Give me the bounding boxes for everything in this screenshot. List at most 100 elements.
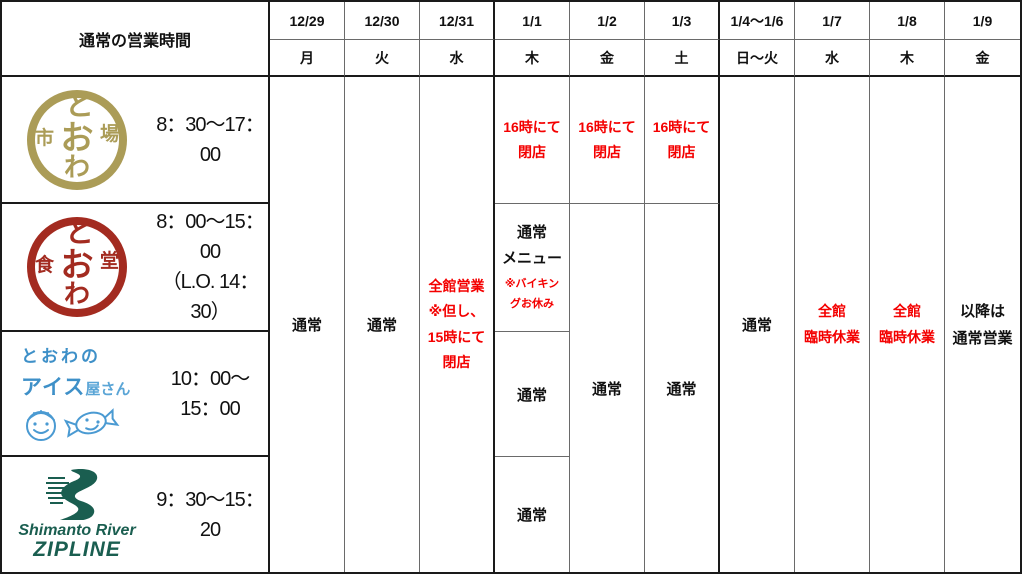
cell-1-9-all: 以降は 通常営業 xyxy=(945,77,1020,572)
buffet-closed-note: ※バイキン グお休み xyxy=(505,275,559,315)
day-cell-12-29: 月 xyxy=(270,40,345,77)
date-label: 1/7 xyxy=(822,12,842,29)
stamp-char: わ xyxy=(63,152,91,182)
date-cell-12-29: 12/29 xyxy=(270,2,345,40)
date-cell-12-31: 12/31 xyxy=(420,2,495,40)
notice-line: 16時にて xyxy=(578,118,636,135)
day-cell-1-9: 金 xyxy=(945,40,1020,77)
venue-cell-shokudo: と 食 お 堂 わ 8：00～15：00 （L.O. 14：30） xyxy=(2,204,270,332)
note-line: グお休み xyxy=(510,298,554,310)
date-label: 1/1 xyxy=(522,12,542,29)
zipline-logo: Shimanto River ZIPLINE xyxy=(2,468,152,562)
day-label: 水 xyxy=(449,49,464,66)
date-cell-1-3: 1/3 xyxy=(645,2,720,40)
header-title-cell: 通常の営業時間 xyxy=(2,2,270,77)
date-label: 1/3 xyxy=(671,12,692,29)
day-cell-1-2: 金 xyxy=(570,40,645,77)
cell-1-7-all: 全館 臨時休業 xyxy=(795,77,870,572)
status-text: 通常 xyxy=(591,380,622,398)
date-cell-1-8: 1/8 xyxy=(870,2,945,40)
day-label: 金 xyxy=(975,49,990,66)
stamp-char: お xyxy=(60,120,94,157)
date-label: 1/4～1/6 xyxy=(730,12,784,29)
cell-1-1-ice: 通常 xyxy=(495,332,570,457)
date-label: 12/31 xyxy=(438,12,475,29)
date-cell-1-2: 1/2 xyxy=(570,2,645,40)
cell-12-29-all: 通常 xyxy=(270,77,345,572)
status-text: 通常 xyxy=(366,317,397,334)
ice-shop-name-line2: アイス屋さん xyxy=(21,371,130,401)
towa-market-stamp-icon: と 市 お 場 わ xyxy=(27,89,127,190)
cell-12-30-all: 通常 xyxy=(345,77,420,572)
notice-line: 臨時休業 xyxy=(879,328,935,345)
day-label: 火 xyxy=(375,49,389,66)
closure-notice: 16時にて 閉店 xyxy=(578,115,636,165)
zipline-river-icon xyxy=(45,468,98,520)
day-label: 日～火 xyxy=(736,49,778,66)
notice-line: 閉店 xyxy=(592,144,621,160)
closure-notice: 全館 臨時休業 xyxy=(879,299,935,349)
stamp-char: 市 xyxy=(35,127,55,149)
date-cell-1-9: 1/9 xyxy=(945,2,1020,40)
day-cell-1-3: 土 xyxy=(645,40,720,77)
day-label: 月 xyxy=(300,49,314,66)
day-label: 木 xyxy=(900,49,914,66)
day-cell-12-30: 火 xyxy=(345,40,420,77)
status-text: 以降は 通常営業 xyxy=(952,298,1012,352)
cell-1-1-shokudo: 通常 メニュー ※バイキン グお休み xyxy=(495,204,570,332)
cell-12-31-all: 全館営業 ※但し、 15時にて 閉店 xyxy=(420,77,495,572)
ice-shop-hours: 10：00～15：00 xyxy=(170,367,251,420)
zipline-brand-line2: ZIPLINE xyxy=(33,537,121,561)
day-cell-1-4-6: 日～火 xyxy=(720,40,795,77)
status-text: 通常 xyxy=(291,317,322,334)
zipline-hours: 9：30～15：20 xyxy=(156,488,265,541)
ice-shop-mascots-icon xyxy=(26,408,120,441)
day-label: 木 xyxy=(525,49,539,66)
stamp-char: と xyxy=(64,89,94,122)
date-cell-1-4-6: 1/4～1/6 xyxy=(720,2,795,40)
market-hours: 8：30～17：00 xyxy=(156,113,265,166)
cell-1-2-market: 16時にて 閉店 xyxy=(570,77,645,204)
date-label: 12/30 xyxy=(364,12,400,29)
day-label: 水 xyxy=(825,49,839,66)
cell-1-8-all: 全館 臨時休業 xyxy=(870,77,945,572)
stamp-char: 堂 xyxy=(99,251,119,272)
stamp-char: お xyxy=(60,248,94,284)
day-label: 金 xyxy=(600,49,614,66)
status-line: メニュー xyxy=(501,249,562,267)
cell-1-1-zipline: 通常 xyxy=(495,457,570,572)
day-cell-1-8: 木 xyxy=(870,40,945,77)
cell-1-3-market: 16時にて 閉店 xyxy=(645,77,720,204)
cell-1-3-rest: 通常 xyxy=(645,204,720,572)
venue-cell-market: と 市 お 場 わ 8：30～17：00 xyxy=(2,77,270,204)
day-label: 土 xyxy=(674,49,689,66)
stamp-char: 場 xyxy=(99,123,119,145)
status-text: 通常 xyxy=(741,317,772,334)
closure-notice: 全館営業 ※但し、 15時にて 閉店 xyxy=(428,274,486,375)
venue-cell-ice-shop: とおわの アイス屋さん xyxy=(2,332,270,457)
stamp-char: わ xyxy=(63,280,91,309)
closure-notice: 16時にて 閉店 xyxy=(653,115,711,165)
stamp-char: 食 xyxy=(35,255,55,276)
cell-1-1-market: 16時にて 閉店 xyxy=(495,77,570,204)
status-text: 通常 xyxy=(516,386,547,404)
shokudo-hours: 8：00～15：00 xyxy=(156,211,265,263)
status-text: 通常 メニュー xyxy=(502,220,562,271)
towa-shokudo-logo: と 食 お 堂 わ xyxy=(2,217,152,317)
date-cell-12-30: 12/30 xyxy=(345,2,420,40)
stamp-char: と xyxy=(64,217,94,249)
ice-shop-logo: とおわの アイス屋さん xyxy=(2,342,152,445)
note-line: ※バイキン xyxy=(504,278,560,291)
date-label: 1/8 xyxy=(897,12,917,29)
cell-1-4-6-all: 通常 xyxy=(720,77,795,572)
date-label: 1/2 xyxy=(597,12,617,29)
zipline-brand-line1: Shimanto River xyxy=(18,521,136,539)
notice-line: ※但し、 xyxy=(428,303,485,320)
status-line: 以降は xyxy=(959,302,1005,320)
day-cell-1-1: 木 xyxy=(495,40,570,77)
status-text: 通常 xyxy=(516,507,547,524)
status-line: 通常 xyxy=(516,224,547,242)
towa-market-logo: と 市 お 場 わ xyxy=(2,89,152,190)
ice-shop-name-line1: とおわの xyxy=(21,347,101,366)
venue-cell-zipline: Shimanto River ZIPLINE 9：30～15：20 xyxy=(2,457,270,572)
